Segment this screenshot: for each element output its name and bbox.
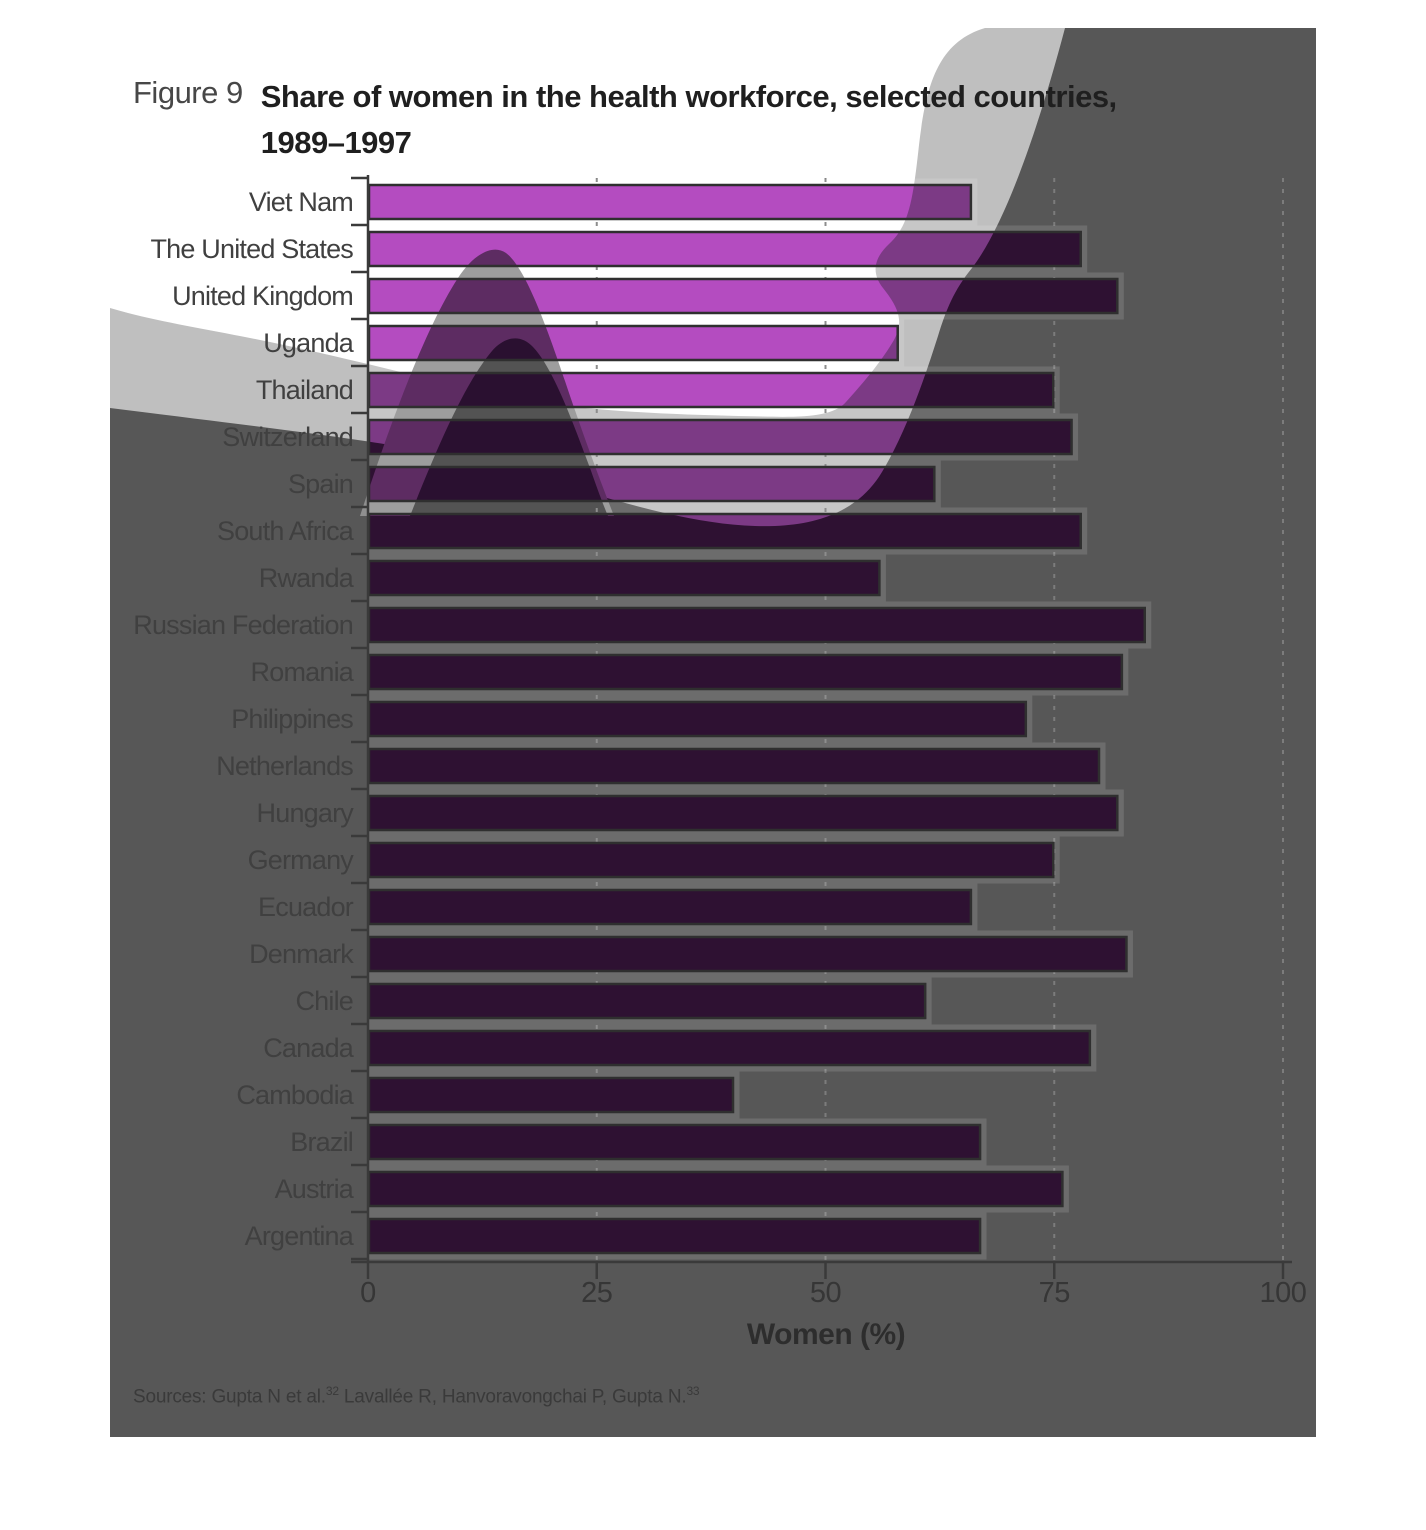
figure-heading-line1: Share of women in the health workforce, … bbox=[260, 79, 1117, 114]
category-label-the-united-states: The United States bbox=[150, 234, 353, 264]
category-label-argentina: Argentina bbox=[245, 1221, 355, 1251]
figure-number: Figure 9 bbox=[133, 75, 243, 110]
bar-canada bbox=[368, 1030, 1091, 1066]
category-label-cambodia: Cambodia bbox=[236, 1080, 354, 1110]
bar-germany bbox=[368, 842, 1055, 878]
category-labels: Viet Nam The United States United Kingdom U… bbox=[133, 187, 355, 1251]
category-label-united-kingdom: United Kingdom bbox=[172, 281, 353, 311]
source-note-text: Sources: Gupta N et al. bbox=[133, 1386, 326, 1408]
category-label-romania: Romania bbox=[251, 657, 355, 687]
category-label-netherlands: Netherlands bbox=[216, 751, 353, 781]
figure-title: Figure 9 Share of women in the health wo… bbox=[133, 74, 1313, 166]
bar-romania bbox=[368, 654, 1123, 690]
bar-ecuador bbox=[368, 889, 972, 925]
category-label-spain: Spain bbox=[288, 469, 353, 499]
source-reference-32: 32 bbox=[325, 1384, 339, 1398]
bar-austria bbox=[368, 1171, 1064, 1207]
source-reference-33: 33 bbox=[686, 1384, 700, 1398]
bar-denmark bbox=[368, 936, 1128, 972]
bar-philippines bbox=[368, 701, 1027, 737]
category-label-ecuador: Ecuador bbox=[258, 892, 354, 922]
category-label-rwanda: Rwanda bbox=[259, 563, 355, 593]
category-label-canada: Canada bbox=[263, 1033, 355, 1063]
x-tick-label-25: 25 bbox=[581, 1277, 612, 1309]
category-label-denmark: Denmark bbox=[249, 939, 354, 969]
x-tick-label-75: 75 bbox=[1039, 1277, 1070, 1309]
category-label-hungary: Hungary bbox=[257, 798, 355, 828]
category-label-russian-federation: Russian Federation bbox=[133, 610, 353, 640]
category-label-viet-nam: Viet Nam bbox=[249, 187, 353, 217]
x-tick-label-0: 0 bbox=[360, 1277, 376, 1309]
category-label-south-africa: South Africa bbox=[217, 516, 355, 546]
category-label-uganda: Uganda bbox=[263, 328, 355, 358]
source-note-text2: Lavallée R, Hanvoravongchai P, Gupta N. bbox=[338, 1386, 687, 1408]
figure-heading-line2: 1989–1997 bbox=[260, 125, 412, 160]
source-note: Sources: Gupta N et al.32 Lavallée R, Ha… bbox=[133, 1384, 700, 1408]
category-label-switzerland: Switzerland bbox=[222, 422, 353, 452]
category-label-germany: Germany bbox=[248, 845, 355, 875]
x-tick-labels: 0 25 50 75 100 bbox=[360, 1277, 1307, 1309]
bar-chile bbox=[368, 983, 927, 1019]
decorative-white-wave bbox=[110, 28, 985, 417]
bar-brazil bbox=[368, 1124, 982, 1160]
figure-heading: Share of women in the health workforce, … bbox=[261, 74, 1117, 166]
x-tick-label-50: 50 bbox=[810, 1277, 841, 1309]
category-label-thailand: Thailand bbox=[256, 375, 353, 405]
bar-argentina bbox=[368, 1218, 982, 1254]
category-label-chile: Chile bbox=[295, 986, 353, 1016]
bar-cambodia bbox=[368, 1077, 734, 1113]
x-axis-title: Women (%) bbox=[747, 1318, 905, 1351]
bar-netherlands bbox=[368, 748, 1100, 784]
axes bbox=[351, 175, 1292, 1279]
category-label-philippines: Philippines bbox=[231, 704, 353, 734]
bar-hungary bbox=[368, 795, 1119, 831]
bar-russian-federation bbox=[368, 607, 1146, 643]
category-label-brazil: Brazil bbox=[290, 1127, 353, 1157]
x-tick-label-100: 100 bbox=[1260, 1277, 1307, 1309]
bar-tint-hump-dark bbox=[410, 338, 608, 516]
bar-rwanda bbox=[368, 560, 881, 596]
category-label-austria: Austria bbox=[275, 1174, 355, 1204]
